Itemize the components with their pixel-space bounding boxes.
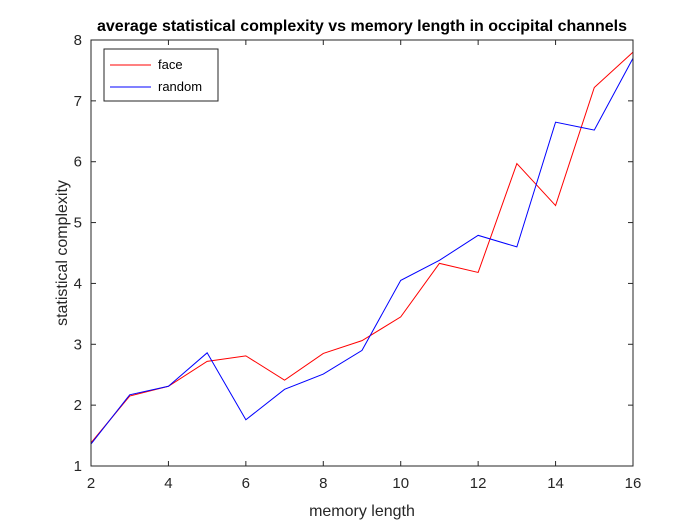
x-tick-label: 8 [319,475,327,492]
x-axis-title: memory length [309,503,415,520]
y-tick-label: 2 [74,397,82,414]
legend-label-random: random [158,79,202,94]
x-tick-label: 6 [242,475,250,492]
x-tick-label: 10 [392,475,409,492]
series-line-random [90,58,634,445]
x-tick-label: 2 [87,475,95,492]
series-line-face [90,51,634,444]
x-tick-label: 14 [547,475,564,492]
x-tick-label: 12 [470,475,487,492]
series-layer [90,51,634,445]
y-tick-label: 4 [74,275,82,292]
axes-box [90,39,634,467]
legend: face random [103,48,219,102]
y-tick-label: 3 [74,336,82,353]
y-tick-label: 6 [74,154,82,171]
chart-title: average statistical complexity vs memory… [97,18,627,35]
x-tick-label: 16 [625,475,642,492]
y-tick-label: 7 [74,93,82,110]
y-axis-title: statistical complexity [54,180,71,326]
y-tick-label: 5 [74,215,82,232]
plot-area [91,40,633,466]
legend-box [103,48,219,102]
x-tick-label: 4 [164,475,172,492]
y-tick-label: 8 [74,32,82,49]
legend-label-face: face [158,57,183,72]
y-tick-label: 1 [74,458,82,475]
